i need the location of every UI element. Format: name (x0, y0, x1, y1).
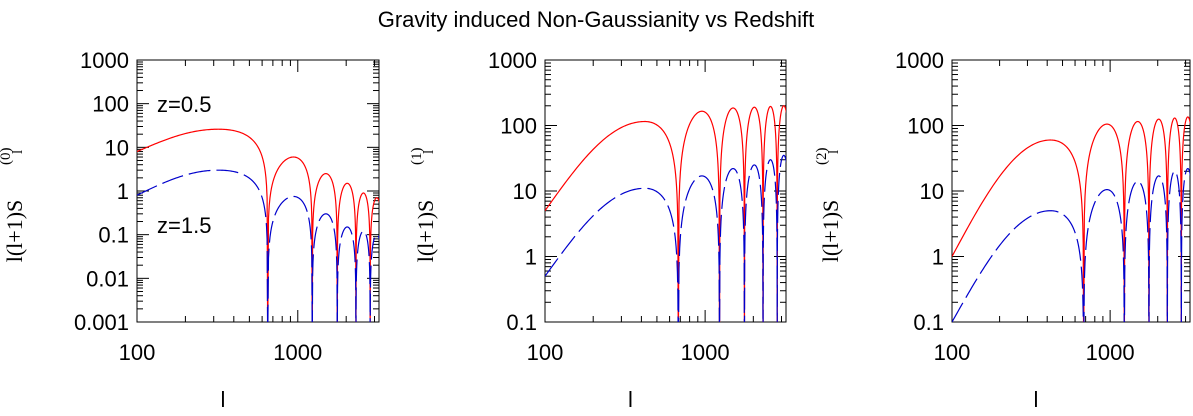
x-tick-label: 1000 (273, 340, 322, 365)
annotation-2: z=1.5 (157, 213, 211, 238)
y-tick-label: 10 (920, 179, 944, 204)
y-tick-label: 100 (907, 114, 944, 139)
series-line-z0.5 (137, 128, 379, 322)
series-group (952, 116, 1190, 322)
x-axis-label: l (221, 387, 226, 412)
y-axis-label: l(l+1)S l(1) (409, 148, 438, 263)
series-line-z1.5 (545, 154, 786, 322)
y-tick-label: 10 (105, 135, 129, 160)
x-tick-label: 1000 (681, 340, 730, 365)
y-tick-label: 0.01 (86, 266, 129, 291)
y-axis-label-main: l(l+1)S (2, 200, 27, 263)
y-tick-label: 1000 (80, 48, 129, 73)
y-axis-label-sub: l (826, 150, 842, 154)
plot-frame (951, 59, 1191, 323)
y-axis-label-sup: (2) (814, 148, 830, 166)
y-tick-label: 1 (117, 179, 129, 204)
series-group (545, 105, 786, 322)
x-tick-label: 100 (934, 340, 971, 365)
y-axis-label: l(l+1)S l(2) (814, 148, 843, 263)
y-tick-label: 1000 (895, 48, 944, 73)
y-tick-label: 0.1 (506, 310, 537, 335)
y-tick-label: 0.1 (913, 310, 944, 335)
series-line-z0.5 (545, 105, 786, 322)
y-tick-label: 100 (92, 92, 129, 117)
series-line-z1.5 (137, 169, 379, 322)
y-tick-label: 1000 (488, 48, 537, 73)
x-axis-label: l (628, 387, 633, 412)
annotation-1: z=0.5 (157, 92, 211, 117)
series-line-z1.5 (952, 167, 1190, 322)
panel-1: 100 10000.0010.010.11101001000ll(l+1)Sl(0… (0, 48, 380, 412)
series-line-z0.5 (952, 116, 1190, 322)
y-tick-label: 1 (932, 245, 944, 270)
plot-frame (544, 59, 787, 323)
x-tick-label: 100 (119, 340, 156, 365)
panels-group: 100 10000.0010.010.11101001000ll(l+1)Sl(0… (0, 48, 1191, 412)
y-axis-label-sub: l (421, 150, 437, 154)
y-axis-label-sup: (1) (409, 148, 425, 166)
y-axis-label-sup: (0) (0, 148, 14, 166)
x-axis-label: l (1034, 387, 1039, 412)
y-axis-label-main: l(l+1)S (818, 200, 843, 263)
y-tick-label: 0.1 (98, 223, 129, 248)
y-tick-label: 0.001 (74, 310, 129, 335)
figure-title: Gravity induced Non-Gaussianity vs Redsh… (378, 7, 815, 32)
y-axis-label-main: l(l+1)S (413, 200, 438, 263)
x-tick-label: 1000 (1086, 340, 1135, 365)
y-tick-label: 1 (525, 245, 537, 270)
x-tick-label: 100 (527, 340, 564, 365)
y-axis-label: l(l+1)S l(0) (0, 148, 27, 263)
y-axis-label-sub: l (10, 150, 26, 154)
y-tick-label: 10 (513, 179, 537, 204)
series-group (137, 128, 379, 322)
y-tick-label: 100 (500, 114, 537, 139)
